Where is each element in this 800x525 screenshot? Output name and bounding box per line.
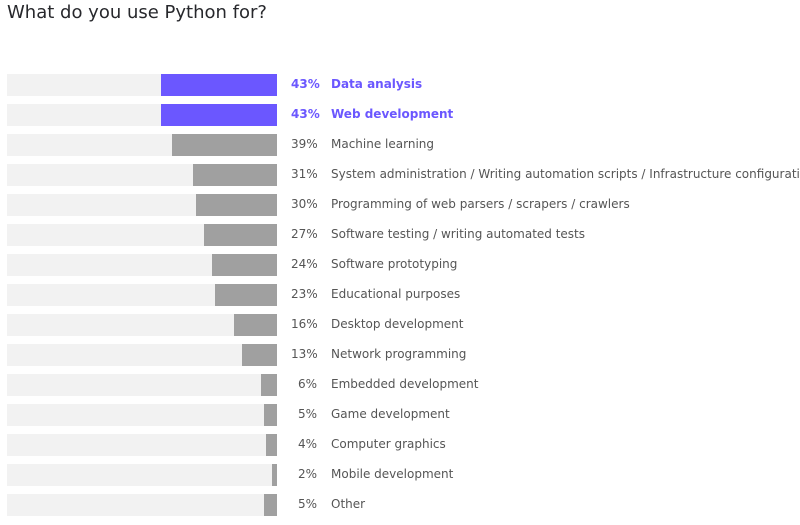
bar — [266, 434, 277, 456]
value-label: 13% — [291, 347, 318, 361]
bar — [214, 284, 277, 306]
bar-track — [7, 134, 277, 156]
bar-track — [7, 344, 277, 366]
category-label: Network programming — [331, 347, 467, 361]
category-label: Machine learning — [331, 137, 435, 151]
category-label: Educational purposes — [331, 287, 461, 301]
bar-row: 31% System administration / Writing autom… — [7, 164, 800, 186]
bar — [160, 104, 277, 126]
bar-track — [7, 404, 277, 426]
category-label: Other — [331, 497, 366, 511]
value-label: 16% — [291, 317, 318, 331]
bar-row: 43% Web development — [7, 104, 797, 126]
bar-track — [7, 164, 277, 186]
bar-row: 16% Desktop development — [7, 314, 797, 336]
bar-row: 30% Programming of web parsers / scrapers… — [7, 194, 797, 216]
bar-row: 13% Network programming — [7, 344, 797, 366]
value-label: 24% — [291, 257, 318, 271]
value-label: 2% — [297, 467, 317, 481]
value-label: 6% — [297, 377, 317, 391]
bar-track — [7, 494, 277, 516]
value-label: 27% — [291, 227, 318, 241]
category-label: Web development — [331, 107, 454, 121]
bar-track — [7, 194, 277, 216]
bar-track — [7, 254, 277, 276]
bar-track — [7, 74, 277, 96]
category-label: Game development — [331, 407, 450, 421]
value-label: 30% — [291, 197, 318, 211]
bar-row: 39% Machine learning — [7, 134, 797, 156]
bar — [271, 464, 277, 486]
bar-row: 5% Game development — [7, 404, 797, 426]
bar-track — [7, 374, 277, 396]
bar — [193, 164, 277, 186]
category-label: Embedded development — [331, 377, 479, 391]
bar — [263, 404, 277, 426]
value-label: 4% — [297, 437, 317, 451]
bar-row: 43% Data analysis — [7, 74, 797, 96]
bar-row: 6% Embedded development — [7, 374, 797, 396]
category-label: System administration / Writing automati… — [331, 167, 800, 181]
bar-row: 2% Mobile development — [7, 464, 797, 486]
bar-track — [7, 314, 277, 336]
value-label: 31% — [291, 167, 318, 181]
bar — [196, 194, 277, 216]
bar — [204, 224, 277, 246]
bar-track — [7, 224, 277, 246]
bar-row: 4% Computer graphics — [7, 434, 797, 456]
bar — [212, 254, 277, 276]
value-label: 5% — [297, 497, 317, 511]
bar — [260, 374, 277, 396]
bar-track — [7, 434, 277, 456]
bar-row: 24% Software prototyping — [7, 254, 797, 276]
value-label: 39% — [291, 137, 318, 151]
category-label: Mobile development — [331, 467, 454, 481]
category-label: Programming of web parsers / scrapers / … — [331, 197, 630, 211]
bar-track — [7, 104, 277, 126]
category-label: Software prototyping — [331, 257, 458, 271]
category-label: Data analysis — [331, 77, 423, 91]
bar — [241, 344, 277, 366]
bar-track — [7, 284, 277, 306]
category-label: Computer graphics — [331, 437, 446, 451]
category-label: Desktop development — [331, 317, 464, 331]
bar-row: 23% Educational purposes — [7, 284, 797, 306]
bar-row: 5% Other — [7, 494, 797, 516]
value-label: 23% — [291, 287, 318, 301]
chart-title: What do you use Python for? — [7, 2, 267, 23]
bar — [160, 74, 277, 96]
category-label: Software testing / writing automated tes… — [331, 227, 586, 241]
bar — [171, 134, 277, 156]
bar — [263, 494, 277, 516]
bar — [233, 314, 277, 336]
bar-track — [7, 464, 277, 486]
value-label: 5% — [297, 407, 317, 421]
value-label: 43% — [291, 77, 320, 91]
bar-row: 27% Software testing / writing automated … — [7, 224, 797, 246]
value-label: 43% — [291, 107, 320, 121]
